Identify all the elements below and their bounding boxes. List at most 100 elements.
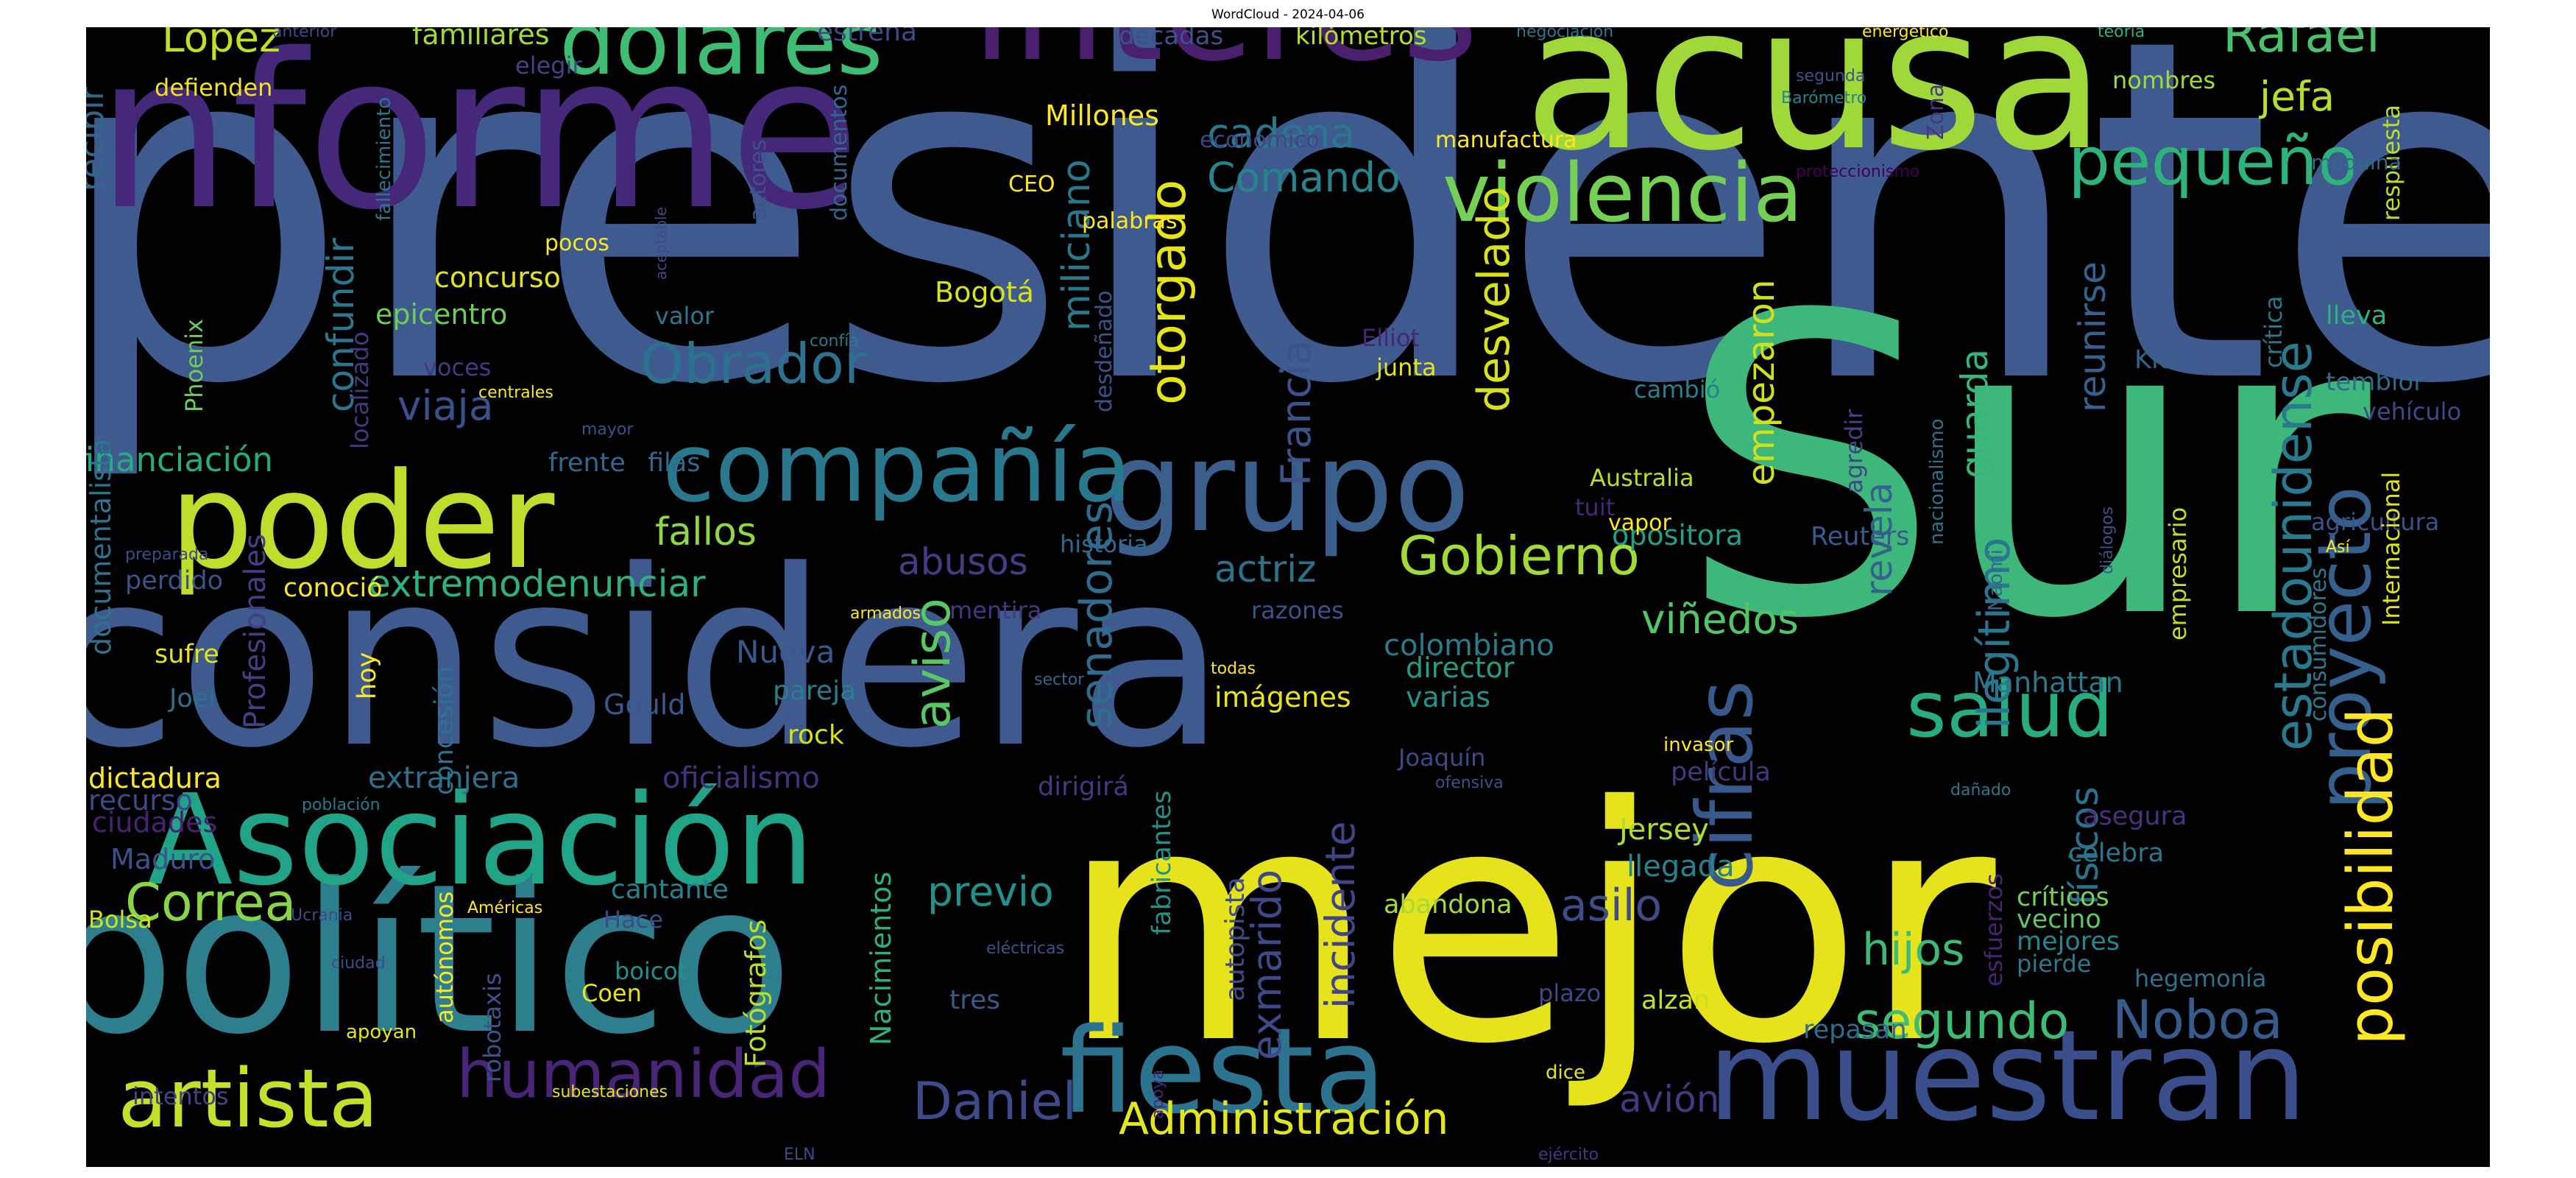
word-152: Zona bbox=[1923, 84, 1949, 140]
word-190: ciudad bbox=[331, 954, 386, 973]
word-34: desvelado bbox=[1468, 186, 1520, 412]
word-147: energético bbox=[1862, 27, 1948, 41]
word-19: cifras bbox=[1680, 680, 1770, 891]
word-63: Nueva bbox=[736, 634, 835, 670]
word-160: anterior bbox=[272, 27, 337, 41]
word-172: desdeñado bbox=[1091, 291, 1117, 412]
word-155: económico bbox=[1200, 127, 1320, 153]
word-161: elegir bbox=[515, 52, 582, 80]
word-183: razones bbox=[1251, 596, 1344, 624]
word-166: pocos bbox=[545, 230, 609, 256]
word-130: agredir bbox=[1840, 409, 1868, 493]
word-180: historia bbox=[1060, 530, 1148, 558]
word-20: pequeño bbox=[2068, 123, 2358, 200]
word-76: varias bbox=[1406, 681, 1490, 713]
word-62: recibir bbox=[86, 86, 111, 191]
word-7: interés bbox=[972, 27, 1479, 94]
word-113: pierde bbox=[2017, 950, 2091, 978]
word-16: artista bbox=[118, 1051, 378, 1146]
word-122: agricultura bbox=[2311, 508, 2439, 536]
word-193: intentos bbox=[132, 1082, 228, 1110]
word-77: director bbox=[1406, 652, 1515, 684]
word-128: crítica bbox=[2260, 296, 2287, 368]
word-75: imágenes bbox=[1214, 681, 1351, 713]
word-98: cantante bbox=[611, 875, 729, 905]
word-156: kilómetros bbox=[1295, 27, 1427, 51]
word-139: Naomi bbox=[1985, 549, 2007, 611]
word-48: abusos bbox=[898, 540, 1028, 583]
word-71: epicentro bbox=[375, 298, 507, 331]
word-36: senadores bbox=[1071, 501, 1122, 729]
word-50: viaja bbox=[397, 382, 494, 429]
word-73: Bogotá bbox=[935, 276, 1034, 308]
word-179: mayor bbox=[581, 420, 634, 439]
word-135: Reuters bbox=[1811, 522, 1909, 551]
word-184: preparada bbox=[125, 546, 208, 564]
word-142: Así bbox=[2326, 538, 2351, 557]
word-197: ejército bbox=[1538, 1146, 1599, 1164]
word-11: grupo bbox=[1104, 415, 1470, 560]
word-100: Coen bbox=[581, 979, 642, 1007]
word-99: Hace bbox=[604, 906, 663, 934]
word-40: asilo bbox=[1560, 880, 1662, 931]
word-186: todas bbox=[1211, 660, 1256, 678]
word-82: rock bbox=[788, 720, 844, 750]
word-86: sufre bbox=[155, 640, 219, 669]
word-51: jefa bbox=[2259, 73, 2335, 120]
word-90: hoy bbox=[353, 652, 382, 699]
word-151: nombres bbox=[2112, 66, 2215, 94]
word-148: negociación bbox=[1516, 27, 1613, 41]
word-176: centrales bbox=[478, 384, 553, 402]
word-59: empezaron bbox=[1740, 279, 1783, 486]
word-21: proyecto bbox=[2301, 486, 2388, 810]
word-80: Gould bbox=[604, 688, 685, 721]
word-140: nacionalismo bbox=[1926, 419, 1948, 545]
word-3: considera bbox=[86, 518, 1227, 801]
word-24: Obrador bbox=[640, 331, 867, 396]
word-96: Nacimientos bbox=[865, 872, 897, 1045]
word-89: conoció bbox=[283, 574, 383, 603]
word-171: confía bbox=[810, 332, 859, 350]
word-57: miliciano bbox=[1055, 159, 1099, 331]
word-33: aviso bbox=[904, 598, 962, 729]
word-198: dice bbox=[1546, 1062, 1585, 1084]
word-106: autopista bbox=[1220, 877, 1250, 1001]
word-93: documentalista bbox=[86, 439, 117, 655]
word-123: Internacional bbox=[2377, 472, 2405, 626]
word-37: extremodenunciar bbox=[368, 562, 706, 605]
word-178: Phoenix bbox=[180, 319, 208, 412]
word-85: recurso bbox=[88, 784, 193, 817]
word-188: población bbox=[302, 796, 381, 814]
word-58: confundir bbox=[319, 238, 362, 412]
word-0: presidente bbox=[86, 27, 2490, 487]
word-31: Rafael bbox=[2223, 27, 2380, 64]
word-110: alzan bbox=[1641, 986, 1710, 1015]
word-60: reunirse bbox=[2071, 261, 2114, 412]
word-87: Joel bbox=[168, 684, 216, 713]
word-23: Administración bbox=[1119, 1093, 1449, 1145]
word-47: fallos bbox=[655, 510, 757, 554]
word-46: viñedos bbox=[1641, 596, 1799, 643]
word-68: llegada bbox=[1627, 850, 1735, 884]
word-116: vecino bbox=[2017, 905, 2101, 934]
word-105: tres bbox=[949, 985, 1000, 1015]
word-131: cambió bbox=[1634, 375, 1720, 403]
word-111: plazo bbox=[1538, 979, 1601, 1007]
word-112: repasan bbox=[1803, 1015, 1907, 1045]
word-18: salud bbox=[1906, 665, 2113, 755]
word-138: invasor bbox=[1663, 734, 1733, 756]
word-134: vapor bbox=[1608, 510, 1672, 536]
word-153: proteccionismo bbox=[1796, 163, 1919, 181]
word-167: documentos bbox=[827, 85, 852, 221]
word-9: poder bbox=[169, 445, 554, 599]
word-174: junta bbox=[1376, 353, 1437, 381]
word-173: Elliot bbox=[1362, 324, 1420, 352]
word-129: Klein bbox=[2134, 345, 2198, 375]
word-125: temblor bbox=[2326, 367, 2424, 397]
word-158: estrena bbox=[817, 27, 917, 47]
word-163: fallecimiento bbox=[373, 97, 395, 221]
word-41: incidente bbox=[1317, 821, 1364, 1009]
word-159: familiares bbox=[412, 27, 550, 51]
word-107: fabricantes bbox=[1147, 791, 1177, 935]
